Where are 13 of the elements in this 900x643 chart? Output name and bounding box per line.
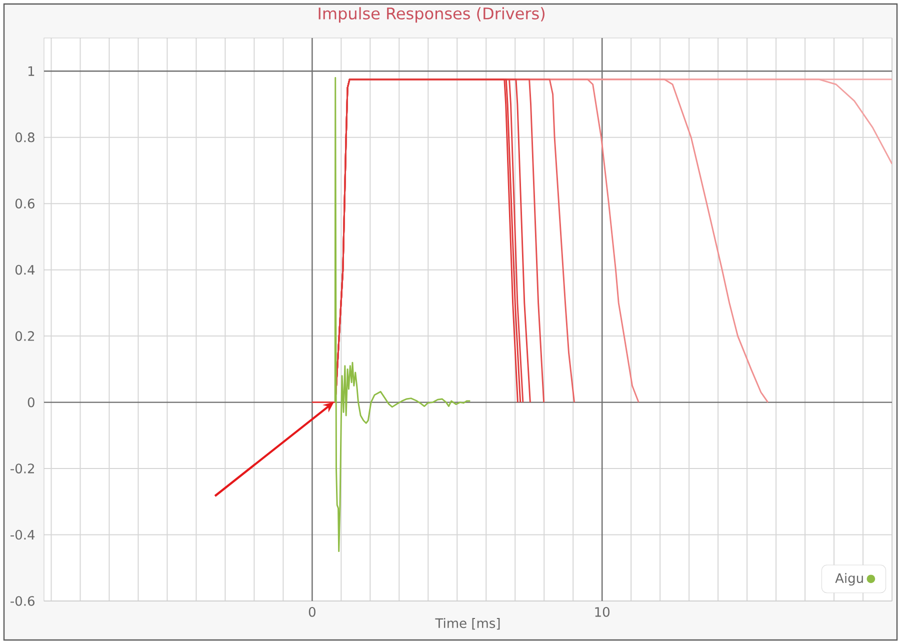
- x-tick-label: 10: [595, 607, 610, 617]
- y-tick-label: 0.8: [15, 132, 34, 142]
- y-tick-label: 1: [28, 66, 34, 76]
- y-tick-label: 0: [28, 397, 34, 408]
- x-axis-title: Time [ms]: [435, 618, 500, 630]
- y-tick-label: 0.4: [15, 264, 35, 275]
- legend-label: Aigu: [835, 572, 863, 586]
- y-tick-label: -0.2: [10, 464, 34, 474]
- y-tick-label: 0.6: [15, 198, 34, 209]
- y-tick-label: -0.6: [10, 596, 34, 606]
- y-tick-label: 0.2: [15, 331, 34, 341]
- chart-title: Impulse Responses (Drivers): [318, 7, 544, 23]
- y-tick-label: -0.4: [10, 530, 35, 540]
